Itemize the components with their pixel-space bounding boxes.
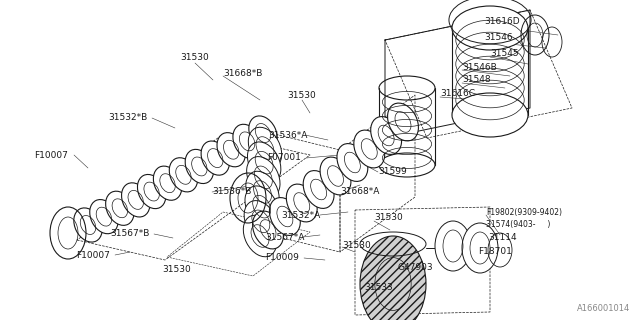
- Text: 31532*B: 31532*B: [108, 114, 147, 123]
- Ellipse shape: [138, 174, 166, 209]
- Text: 31530: 31530: [287, 91, 316, 100]
- Text: 31530: 31530: [162, 266, 191, 275]
- Text: 31546: 31546: [484, 34, 513, 43]
- Ellipse shape: [303, 171, 334, 208]
- Ellipse shape: [246, 171, 279, 213]
- Ellipse shape: [452, 93, 528, 137]
- Text: 31533: 31533: [364, 283, 393, 292]
- Text: F07001: F07001: [267, 154, 301, 163]
- Text: 31530: 31530: [374, 213, 403, 222]
- Text: 31532*A: 31532*A: [281, 211, 320, 220]
- Text: 31574(9403-     ): 31574(9403- ): [486, 220, 550, 228]
- Text: 31616D: 31616D: [484, 18, 520, 27]
- Ellipse shape: [248, 142, 281, 183]
- Ellipse shape: [354, 130, 385, 168]
- Text: 31567*A: 31567*A: [265, 233, 305, 242]
- Ellipse shape: [201, 141, 230, 175]
- Ellipse shape: [233, 124, 261, 158]
- Text: 31548: 31548: [462, 76, 491, 84]
- Text: F10007: F10007: [34, 150, 68, 159]
- Text: 31668*A: 31668*A: [340, 188, 380, 196]
- Ellipse shape: [452, 6, 528, 50]
- Text: 31530: 31530: [180, 53, 209, 62]
- Ellipse shape: [249, 116, 277, 150]
- Ellipse shape: [122, 183, 150, 217]
- Ellipse shape: [185, 149, 214, 184]
- Ellipse shape: [217, 132, 245, 167]
- Ellipse shape: [462, 223, 498, 273]
- Text: 31536*B: 31536*B: [212, 188, 252, 196]
- Ellipse shape: [248, 127, 282, 169]
- Ellipse shape: [244, 201, 278, 242]
- Ellipse shape: [253, 211, 284, 249]
- Ellipse shape: [106, 191, 134, 225]
- Text: 31616C: 31616C: [440, 90, 475, 99]
- Text: F19802(9309-9402): F19802(9309-9402): [486, 207, 562, 217]
- Ellipse shape: [388, 103, 419, 141]
- Ellipse shape: [90, 200, 118, 234]
- Text: 31114: 31114: [488, 233, 516, 242]
- Text: 31567*B: 31567*B: [110, 229, 149, 238]
- Ellipse shape: [337, 144, 368, 181]
- Ellipse shape: [360, 236, 426, 320]
- Text: 31668*B: 31668*B: [223, 68, 262, 77]
- Text: F10009: F10009: [265, 253, 299, 262]
- Text: 31546B: 31546B: [462, 62, 497, 71]
- Ellipse shape: [154, 166, 182, 200]
- Text: F10007: F10007: [76, 251, 110, 260]
- Text: 31545: 31545: [490, 50, 518, 59]
- Text: F18701: F18701: [478, 247, 512, 257]
- Ellipse shape: [371, 116, 401, 155]
- Ellipse shape: [245, 186, 278, 228]
- Text: 31530: 31530: [342, 241, 371, 250]
- Text: 31599: 31599: [378, 167, 407, 177]
- Text: 31536*A: 31536*A: [268, 131, 307, 140]
- Ellipse shape: [246, 156, 280, 198]
- Text: A166001014: A166001014: [577, 304, 630, 313]
- Text: G47903: G47903: [397, 262, 433, 271]
- Ellipse shape: [169, 158, 198, 192]
- Ellipse shape: [74, 208, 102, 242]
- Ellipse shape: [269, 197, 300, 236]
- Ellipse shape: [286, 184, 317, 222]
- Ellipse shape: [243, 215, 276, 257]
- Ellipse shape: [435, 221, 471, 271]
- Ellipse shape: [320, 157, 351, 195]
